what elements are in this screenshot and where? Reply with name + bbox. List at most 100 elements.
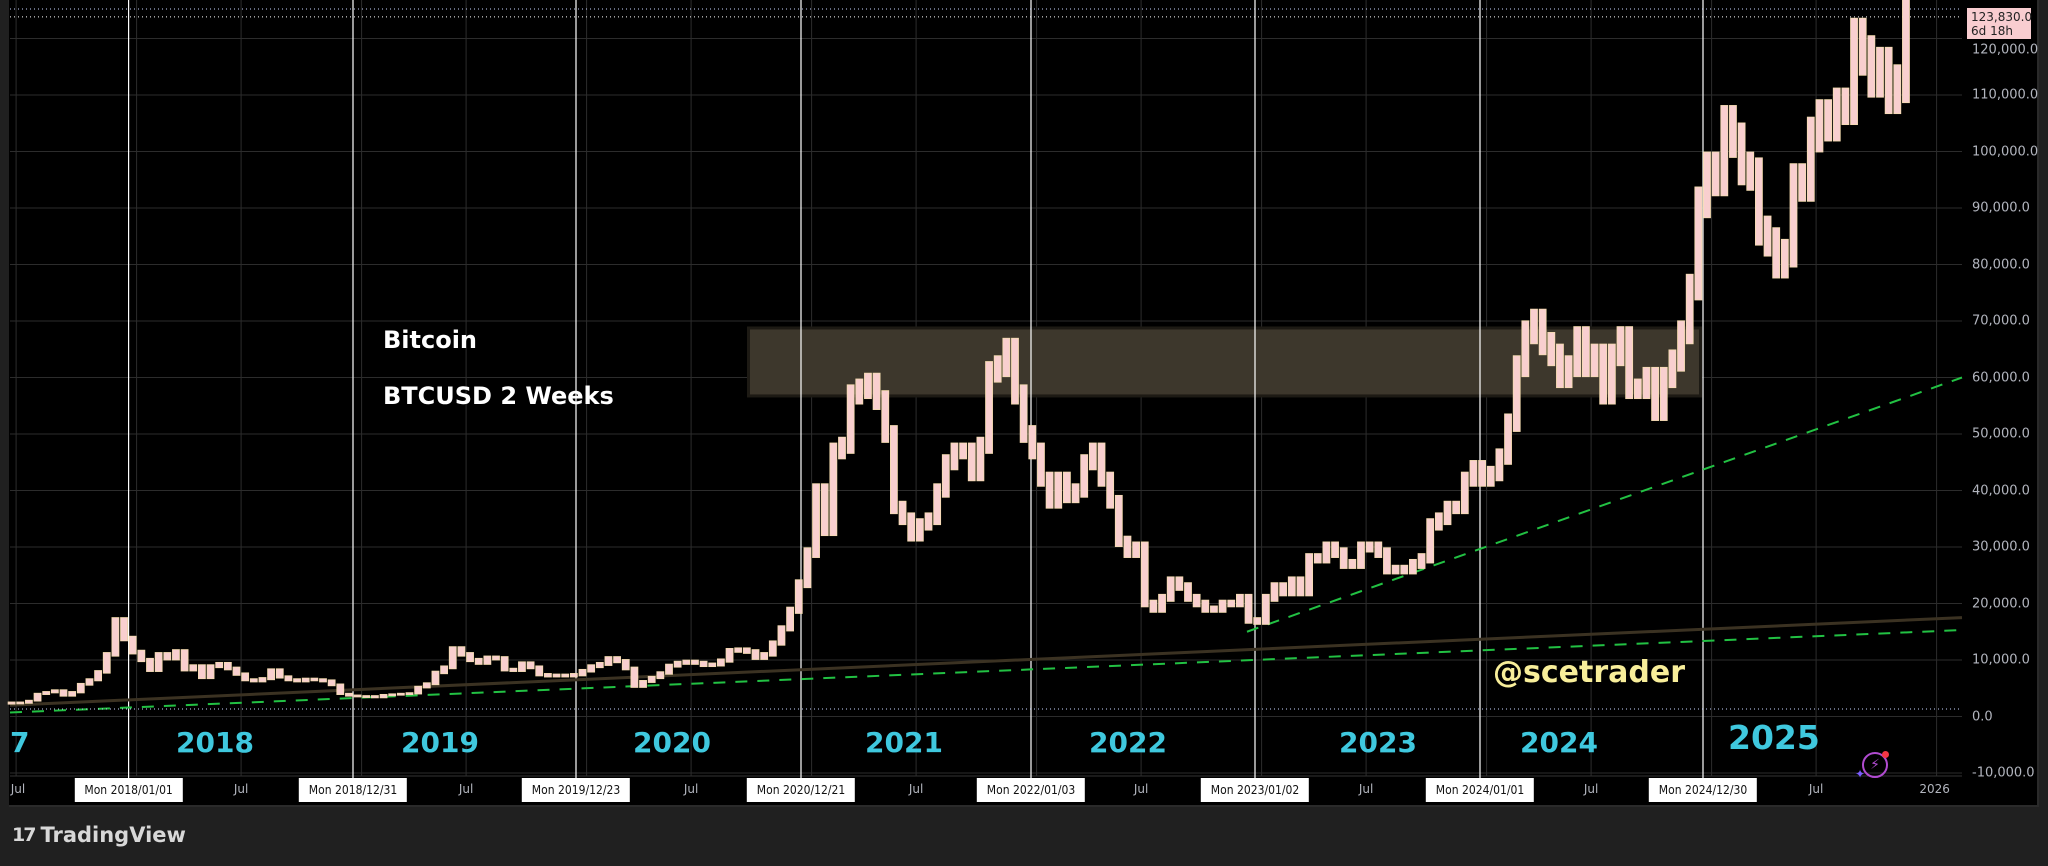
price-bar bbox=[1876, 46, 1884, 98]
trendline-lower bbox=[9, 629, 1963, 714]
year-label: 7 bbox=[10, 726, 30, 759]
price-axis-label: 30,000.0 bbox=[1972, 539, 2030, 555]
price-bar bbox=[1357, 541, 1365, 569]
price-bar bbox=[474, 657, 483, 665]
price-bar bbox=[924, 512, 933, 531]
price-bar bbox=[544, 673, 552, 678]
year-label: 2020 bbox=[633, 726, 711, 759]
price-bar bbox=[630, 666, 639, 688]
price-bar bbox=[708, 662, 717, 668]
price-bar bbox=[1028, 425, 1037, 460]
price-bar bbox=[379, 693, 388, 699]
price-bar bbox=[1253, 617, 1262, 625]
price-bar bbox=[1365, 541, 1374, 553]
period-date-label: Mon 2019/12/23 bbox=[521, 778, 631, 802]
price-bar bbox=[1841, 87, 1850, 126]
price-bar bbox=[1426, 518, 1435, 564]
price-bar bbox=[1599, 343, 1608, 405]
time-axis-label: Jul bbox=[683, 782, 699, 796]
price-bar bbox=[1227, 599, 1236, 608]
price-bar bbox=[1832, 87, 1841, 142]
price-bar bbox=[1114, 494, 1123, 548]
tradingview-footer[interactable]: 17 TradingView bbox=[12, 823, 186, 847]
price-bar bbox=[1011, 337, 1019, 405]
time-axis-label: Jul bbox=[10, 782, 26, 796]
price-bar bbox=[717, 658, 725, 667]
price-bar bbox=[933, 483, 942, 526]
price-bar bbox=[1175, 576, 1184, 591]
price-bar bbox=[1512, 355, 1521, 432]
time-axis-label: 2026 bbox=[1919, 782, 1950, 796]
price-bar bbox=[621, 659, 630, 671]
price-bar bbox=[483, 655, 492, 665]
price-bar bbox=[1711, 151, 1720, 197]
price-bar bbox=[1625, 326, 1634, 400]
price-bar bbox=[1071, 483, 1080, 504]
time-axis-label: Jul bbox=[233, 782, 249, 796]
price-bar bbox=[1806, 116, 1815, 202]
price-bar bbox=[448, 646, 457, 670]
price-bar bbox=[976, 436, 985, 482]
price-bar bbox=[1149, 599, 1158, 613]
time-axis-label: Jul bbox=[1808, 782, 1824, 796]
price-bar bbox=[1651, 366, 1659, 421]
price-bar bbox=[1097, 442, 1106, 487]
price-bar bbox=[267, 668, 276, 681]
price-bar bbox=[249, 678, 258, 683]
price-bar bbox=[284, 675, 293, 682]
price-bar bbox=[699, 660, 708, 668]
price-bar bbox=[1789, 163, 1798, 268]
last-price-value: 123,830.0 bbox=[1971, 10, 2033, 24]
price-bar bbox=[1270, 582, 1279, 602]
price-bar bbox=[1383, 547, 1391, 575]
price-bar bbox=[734, 647, 743, 653]
period-date-label: Mon 2018/12/31 bbox=[298, 778, 408, 802]
period-date-label: Mon 2022/01/03 bbox=[976, 778, 1086, 802]
price-bar bbox=[180, 649, 189, 672]
price-bar bbox=[500, 656, 509, 672]
price-bar bbox=[561, 673, 570, 678]
price-bar bbox=[1659, 366, 1668, 421]
price-bar bbox=[725, 648, 734, 663]
price-bar bbox=[1123, 535, 1132, 558]
price-bar bbox=[1054, 471, 1063, 509]
price-bar bbox=[898, 500, 907, 526]
price-bar bbox=[189, 664, 198, 672]
price-bar bbox=[1521, 320, 1530, 378]
price-bar bbox=[215, 661, 224, 669]
price-bar bbox=[7, 701, 16, 705]
trendline-upper bbox=[1246, 376, 1963, 633]
price-bar bbox=[1045, 471, 1054, 509]
price-axis-label: 60,000.0 bbox=[1972, 370, 2030, 385]
price-bar bbox=[1642, 366, 1651, 400]
price-bar bbox=[1322, 541, 1331, 564]
year-label: 2025 bbox=[1728, 718, 1820, 757]
price-bar bbox=[1460, 471, 1469, 515]
symbol-title: Bitcoin bbox=[383, 326, 478, 354]
price-bar bbox=[1296, 576, 1305, 597]
price-bar bbox=[16, 701, 25, 705]
price-bar bbox=[42, 691, 51, 695]
price-bar bbox=[1313, 553, 1322, 564]
price-bar bbox=[1452, 500, 1461, 515]
price-bar bbox=[128, 635, 137, 655]
price-bar bbox=[820, 483, 829, 537]
price-bar bbox=[59, 689, 68, 697]
price-bar bbox=[985, 361, 993, 454]
price-bar bbox=[552, 673, 561, 678]
price-bar bbox=[362, 695, 371, 698]
price-bar bbox=[301, 677, 310, 683]
price-bar bbox=[146, 657, 154, 672]
price-bar bbox=[647, 675, 656, 683]
lightning-alert-icon[interactable]: ⚡ ✦ bbox=[1855, 751, 1889, 781]
price-bar bbox=[907, 512, 916, 542]
price-bar bbox=[1547, 332, 1556, 367]
price-bar bbox=[829, 442, 838, 537]
price-bar bbox=[1824, 99, 1832, 142]
price-bar bbox=[431, 670, 440, 686]
price-bar bbox=[915, 518, 924, 542]
price-bar bbox=[1815, 99, 1824, 153]
price-bar bbox=[768, 640, 777, 657]
price-bar bbox=[872, 372, 881, 410]
